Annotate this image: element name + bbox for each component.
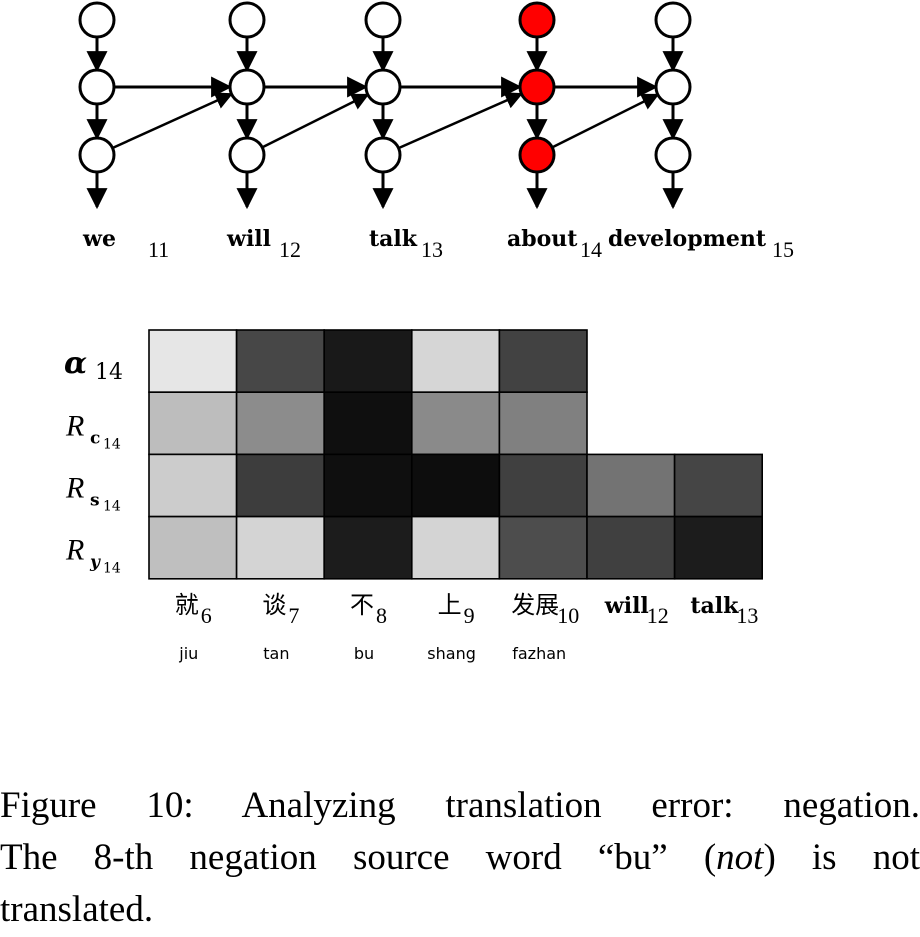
row-label-var: c [90, 428, 100, 448]
rnn-node [654, 136, 692, 174]
output-word-label: will [226, 226, 271, 252]
column-pinyin: tan [263, 644, 289, 663]
diagonal-arrow [261, 93, 370, 149]
row-label-sub: 14 [103, 499, 121, 515]
column-label: 谈 [262, 591, 286, 619]
column-label-index: 12 [647, 603, 669, 628]
caption-line-2-post: ) is not [763, 837, 920, 878]
heatmap-cell [148, 329, 238, 394]
diagonal-arrow [551, 93, 660, 149]
row-label-var: y [89, 553, 101, 573]
column-label: 就 [175, 591, 199, 619]
output-word-label: about [507, 226, 578, 252]
row-label: R [65, 472, 84, 505]
heatmap-cell [498, 453, 588, 518]
output-word-label: development [608, 226, 767, 252]
rnn-node [78, 136, 116, 174]
column-label: 不 [350, 591, 374, 619]
output-word-index: 13 [421, 237, 443, 262]
column-label: 发展 [511, 591, 559, 619]
row-label-sub: 14 [103, 561, 121, 577]
row-label-var: s [90, 491, 100, 511]
rnn-diagram: we 11 will 12 talk 13 about 14 development 15 [78, 1, 794, 262]
column-label-index: 7 [288, 603, 299, 628]
figure-caption: Figure 10: Analyzing translation error: … [0, 780, 920, 936]
rnn-node [364, 1, 402, 39]
heatmap-cell [410, 453, 501, 518]
column-pinyin: jiu [178, 644, 198, 663]
output-word-label: talk [369, 226, 418, 252]
column-label: talk [690, 593, 739, 619]
rnn-node [654, 68, 692, 106]
column-pinyin: shang [427, 644, 476, 663]
rnn-node [364, 68, 402, 106]
output-word-index: 14 [580, 237, 602, 262]
rnn-node [78, 1, 116, 39]
rnn-node [228, 68, 266, 106]
rnn-node [228, 136, 266, 174]
heatmap-cell [323, 391, 413, 456]
heatmap-cell [323, 453, 413, 518]
caption-line-3: translated. [0, 889, 154, 930]
heatmap-cell [323, 515, 413, 580]
rnn-node-highlighted [518, 68, 556, 106]
caption-line-1: Figure 10: Analyzing translation error: … [0, 785, 920, 826]
output-word-index: 12 [279, 237, 301, 262]
column-pinyin: fazhan [512, 644, 566, 663]
output-word-index: 11 [148, 237, 169, 262]
output-word-label: we [82, 226, 116, 252]
heatmap-cell [235, 515, 326, 580]
caption-emphasis: not [716, 837, 764, 878]
heatmap-cell [148, 515, 238, 580]
heatmap-cell [586, 453, 676, 518]
rnn-node [654, 1, 692, 39]
rnn-node [364, 136, 402, 174]
heatmap-cell [586, 515, 676, 580]
heatmap-cell [148, 391, 238, 456]
row-label: α [64, 346, 87, 381]
column-label: 上 [438, 591, 462, 619]
heatmap-cell [498, 391, 588, 456]
column-label-index: 6 [201, 603, 212, 628]
column-label-index: 8 [376, 603, 387, 628]
row-label: R [65, 534, 84, 567]
rnn-node [78, 68, 116, 106]
column-label-index: 13 [736, 603, 758, 628]
heatmap-cell [410, 391, 501, 456]
heatmap-cell [235, 391, 326, 456]
column-label: will [604, 593, 649, 619]
caption-line-2: The 8-th negation source word “bu” (not)… [0, 832, 920, 884]
heatmap-cell [410, 515, 501, 580]
row-label-sub: 14 [95, 360, 123, 385]
heatmap-cell [498, 329, 588, 394]
column-pinyin: bu [354, 644, 374, 663]
heatmap-cell [323, 329, 413, 394]
diagonal-arrow [398, 92, 524, 150]
heatmap-cell [235, 453, 326, 518]
heatmap-cell [498, 515, 588, 580]
diagonal-arrow [111, 92, 234, 150]
rnn-node-highlighted [518, 136, 556, 174]
heatmap-cell [673, 515, 763, 580]
heatmap-cell [410, 329, 501, 394]
column-label-index: 10 [557, 603, 579, 628]
heatmap-cell [235, 329, 326, 394]
caption-line-2-pre: The 8-th negation source word “bu” ( [0, 837, 717, 878]
row-label: R [65, 409, 84, 442]
heatmap-cell [148, 453, 238, 518]
rnn-node-highlighted [518, 1, 556, 39]
row-label-sub: 14 [103, 436, 121, 452]
heatmap-cell [673, 453, 763, 518]
output-word-index: 15 [772, 237, 794, 262]
column-label-index: 9 [464, 603, 475, 628]
rnn-node [228, 1, 266, 39]
